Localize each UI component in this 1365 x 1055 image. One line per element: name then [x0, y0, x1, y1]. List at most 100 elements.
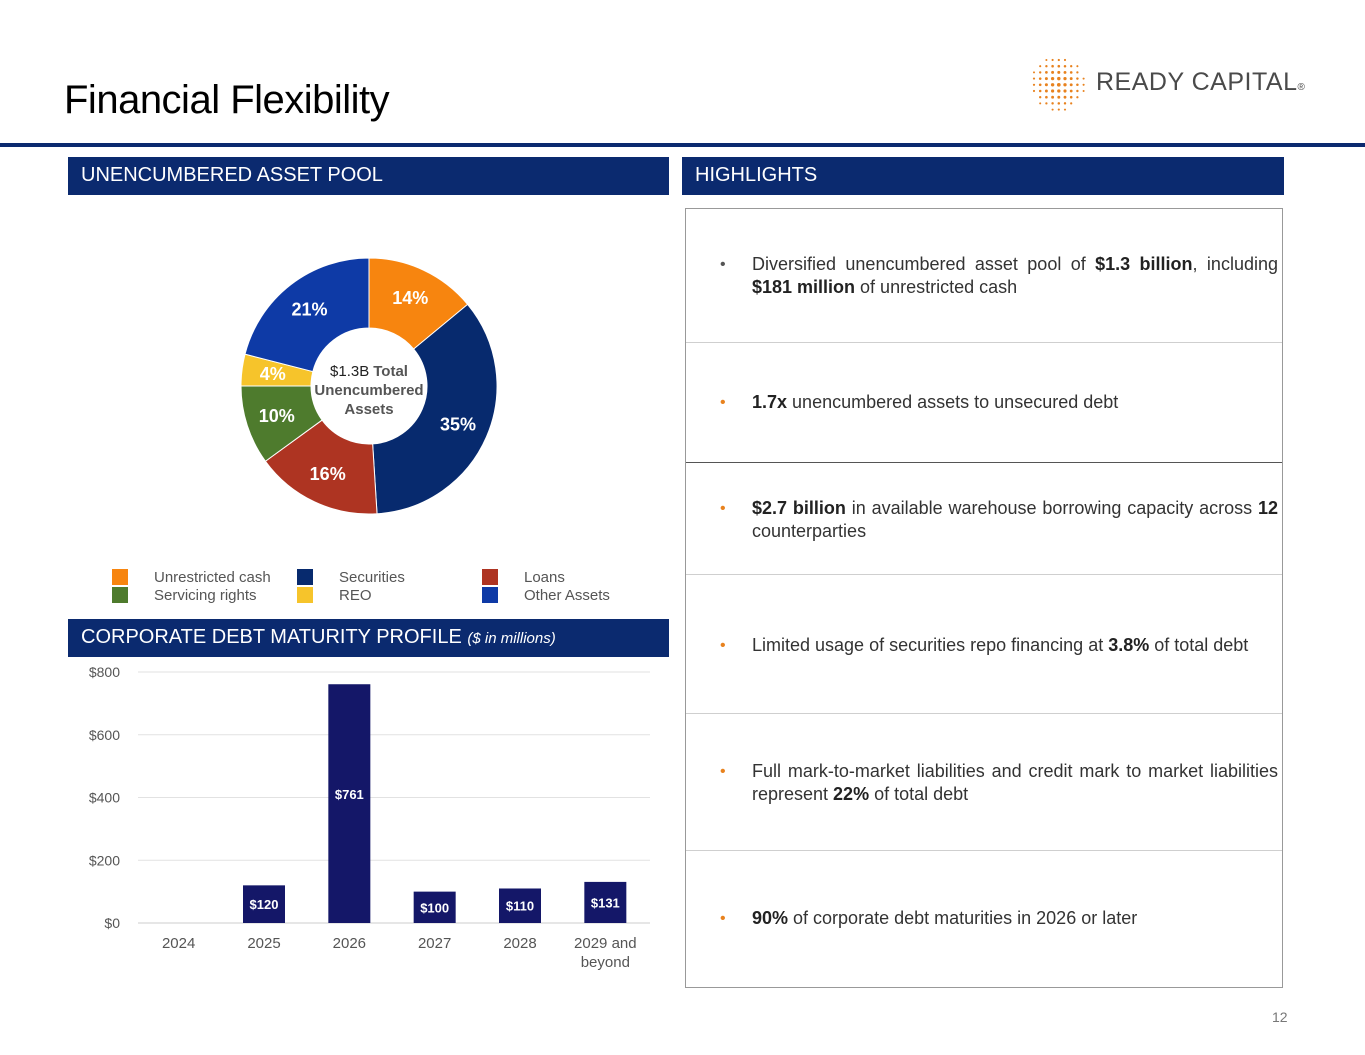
logo-dot	[1063, 95, 1067, 99]
logo-dot	[1057, 70, 1061, 74]
donut-center-label-line3: Assets	[344, 401, 393, 418]
highlight-item: • Limited usage of securities repo financ…	[686, 575, 1282, 714]
donut-slice	[244, 257, 370, 373]
logo-dot	[1050, 89, 1055, 93]
logo-dot	[1044, 89, 1048, 93]
logo-dot	[1045, 58, 1048, 62]
logo-dot	[1039, 65, 1042, 68]
logo-dot	[1076, 77, 1079, 80]
highlight-item: • $2.7 billion in available warehouse bor…	[686, 463, 1282, 575]
logo-dot	[1082, 89, 1085, 93]
donut-slice	[372, 303, 498, 515]
logo-dot	[1069, 95, 1073, 99]
legend-label: REO	[339, 587, 372, 604]
bar	[413, 891, 456, 923]
logo-dot	[1057, 64, 1061, 68]
highlight-text: Full mark-to-market liabilities and cred…	[752, 761, 1278, 804]
highlight-text: $2.7 billion in available warehouse borr…	[752, 498, 1278, 541]
logo-dot	[1045, 71, 1048, 74]
x-tick-label: 2025	[247, 935, 280, 952]
highlight-text: 1.7x unencumbered assets to unsecured de…	[752, 392, 1119, 412]
x-tick-label: 2026	[333, 935, 366, 952]
logo-dot	[1057, 89, 1061, 93]
logo-dots-icon	[1032, 58, 1085, 111]
bullet-icon: •	[720, 910, 726, 927]
logo-dot	[1032, 89, 1036, 93]
page-number: 12	[1272, 1009, 1288, 1025]
legend-swatch	[297, 569, 313, 585]
logo-dot	[1038, 89, 1042, 93]
logo-dot	[1063, 102, 1067, 105]
x-tick-label: 2028	[503, 935, 536, 952]
logo-dot	[1032, 77, 1036, 80]
logo-dot	[1051, 102, 1054, 105]
x-tick-label: 2027	[418, 935, 451, 952]
logo-dot	[1057, 102, 1061, 105]
logo-dot	[1069, 89, 1073, 93]
logo-dot	[1070, 102, 1073, 105]
bar-data-label: $100	[420, 900, 449, 915]
debt-header-title: CORPORATE DEBT MATURITY PROFILE	[81, 626, 462, 648]
bullet-icon: •	[720, 763, 726, 780]
logo-dot	[1038, 83, 1042, 87]
ready-capital-logo: READY CAPITAL®	[1030, 56, 1320, 112]
bar	[328, 684, 371, 923]
donut-slice-label: 21%	[292, 299, 328, 319]
logo-dot	[1039, 96, 1042, 99]
logo-dot	[1039, 102, 1042, 105]
legend-label: Securities	[339, 569, 405, 586]
logo-dot	[1051, 58, 1054, 62]
donut-slice-label: 10%	[259, 406, 295, 426]
logo-dot	[1050, 76, 1055, 81]
bar-data-label: $120	[250, 897, 279, 912]
header-rule	[0, 143, 1365, 147]
asset-pool-header: UNENCUMBERED ASSET POOL	[68, 157, 669, 195]
donut-center-label-line1: $1.3B Total	[330, 363, 408, 380]
highlight-item: • 90% of corporate debt maturities in 202…	[686, 851, 1282, 987]
logo-dot	[1051, 95, 1055, 99]
y-tick-label: $400	[89, 790, 120, 806]
highlight-text: Diversified unencumbered asset pool of $…	[752, 254, 1278, 297]
y-tick-label: $600	[89, 727, 120, 743]
debt-header-subtitle: ($ in millions)	[467, 630, 556, 647]
legend-label: Loans	[524, 569, 565, 586]
highlight-text: 90% of corporate debt maturities in 2026…	[752, 908, 1138, 928]
logo-dot	[1063, 108, 1067, 111]
legend-swatch	[482, 569, 498, 585]
asset-pool-donut-chart: 14% 35% 16% 10% 4% 21% $1.3B Total Unencumbered A…	[240, 257, 498, 515]
logo-dot	[1069, 77, 1073, 81]
logo-dot	[1063, 64, 1067, 68]
bullet-icon: •	[720, 500, 726, 517]
legend-swatch	[112, 569, 128, 585]
legend-swatch	[297, 587, 313, 603]
x-tick-label: 2024	[162, 935, 195, 952]
logo-dot	[1057, 58, 1060, 62]
donut-slice-label: 4%	[260, 364, 286, 384]
bar	[243, 885, 285, 923]
logo-dot	[1082, 77, 1085, 80]
highlight-text: Limited usage of securities repo financi…	[752, 635, 1249, 655]
logo-dot	[1050, 83, 1055, 87]
logo-dot	[1051, 108, 1054, 111]
logo-dot	[1082, 83, 1085, 86]
logo-dot	[1063, 76, 1067, 81]
logo-dot	[1076, 71, 1079, 74]
logo-dot	[1076, 83, 1079, 87]
logo-dot	[1044, 77, 1048, 81]
logo-dot	[1051, 70, 1055, 74]
x-tick-label: 2029 and beyond	[574, 935, 637, 971]
bar	[584, 881, 627, 923]
logo-dot	[1056, 82, 1061, 87]
donut-slice-label: 14%	[392, 288, 428, 308]
debt-maturity-bar-chart: $0 $200 $400 $600 $800 2024 $120 2025 $761 2026 $1…	[89, 664, 650, 971]
highlight-item: • Full mark-to-market liabilities and cre…	[686, 714, 1282, 851]
logo-dot	[1039, 71, 1042, 74]
logo-dot	[1045, 95, 1048, 99]
logo-dot	[1057, 76, 1061, 81]
logo-registered-mark: ®	[1297, 82, 1306, 93]
highlight-item: • Diversified unencumbered asset pool of …	[686, 209, 1282, 343]
highlights-header: HIGHLIGHTS	[682, 157, 1284, 195]
logo-text: READY CAPITAL	[1096, 68, 1298, 96]
logo-dot	[1045, 102, 1048, 105]
legend-label: Servicing rights	[154, 587, 257, 604]
